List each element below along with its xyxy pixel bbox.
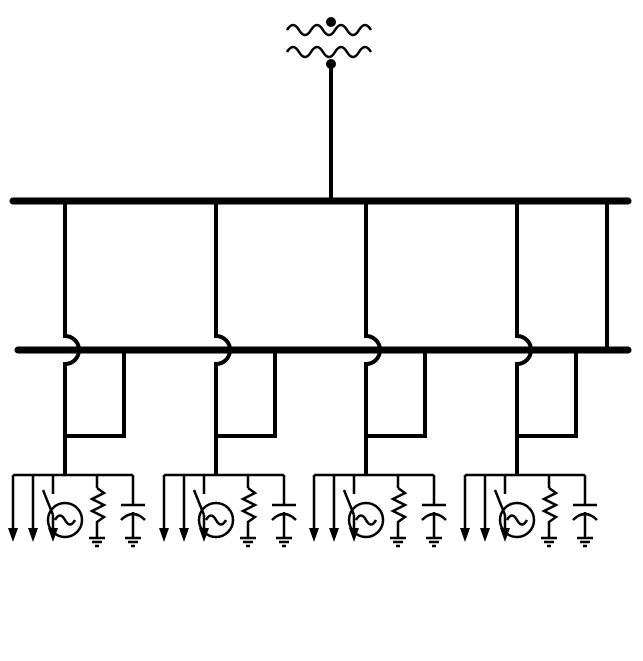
load-arrow-icon [179,528,189,542]
generator-icon [347,501,385,539]
load-arrow-icon [28,528,38,542]
load-arrow-icon [349,528,359,542]
load-arrow-icon [480,528,490,542]
load-arrow-icon [460,528,470,542]
generator-icon [197,501,235,539]
generator-wave [53,514,77,526]
lower-bus-tap-line [65,350,126,438]
transformer-icon [285,17,373,69]
feeder-drop-line [515,201,533,475]
resistor-icon [390,486,408,538]
feeders-group [8,201,598,548]
load-arrow-icon [159,528,169,542]
generator-wave [505,514,529,526]
generator-wave [354,514,378,526]
lower-bus-tap-line [216,350,277,438]
load-arrow-icon [8,528,18,542]
resistor-icon [541,486,559,538]
generator-icon [46,501,84,539]
generator-wave [204,514,228,526]
resistor-icon [89,486,107,538]
load-arrow-icon [48,528,58,542]
lower-bus-tap-line [366,350,427,438]
feeder-drop-line [63,201,81,475]
lower-bus-tap-line [517,350,578,438]
generator-icon [498,501,536,539]
resistor-icon [240,486,258,538]
feeder-drop-line [214,201,232,475]
feeder-3 [309,201,447,548]
feeder-2 [159,201,297,548]
load-arrow-icon [309,528,319,542]
feeder-1 [8,201,146,548]
feeder-drop-line [364,201,382,475]
load-arrow-icon [329,528,339,542]
load-arrow-icon [199,528,209,542]
feeder-4 [460,201,598,548]
load-arrow-icon [500,528,510,542]
